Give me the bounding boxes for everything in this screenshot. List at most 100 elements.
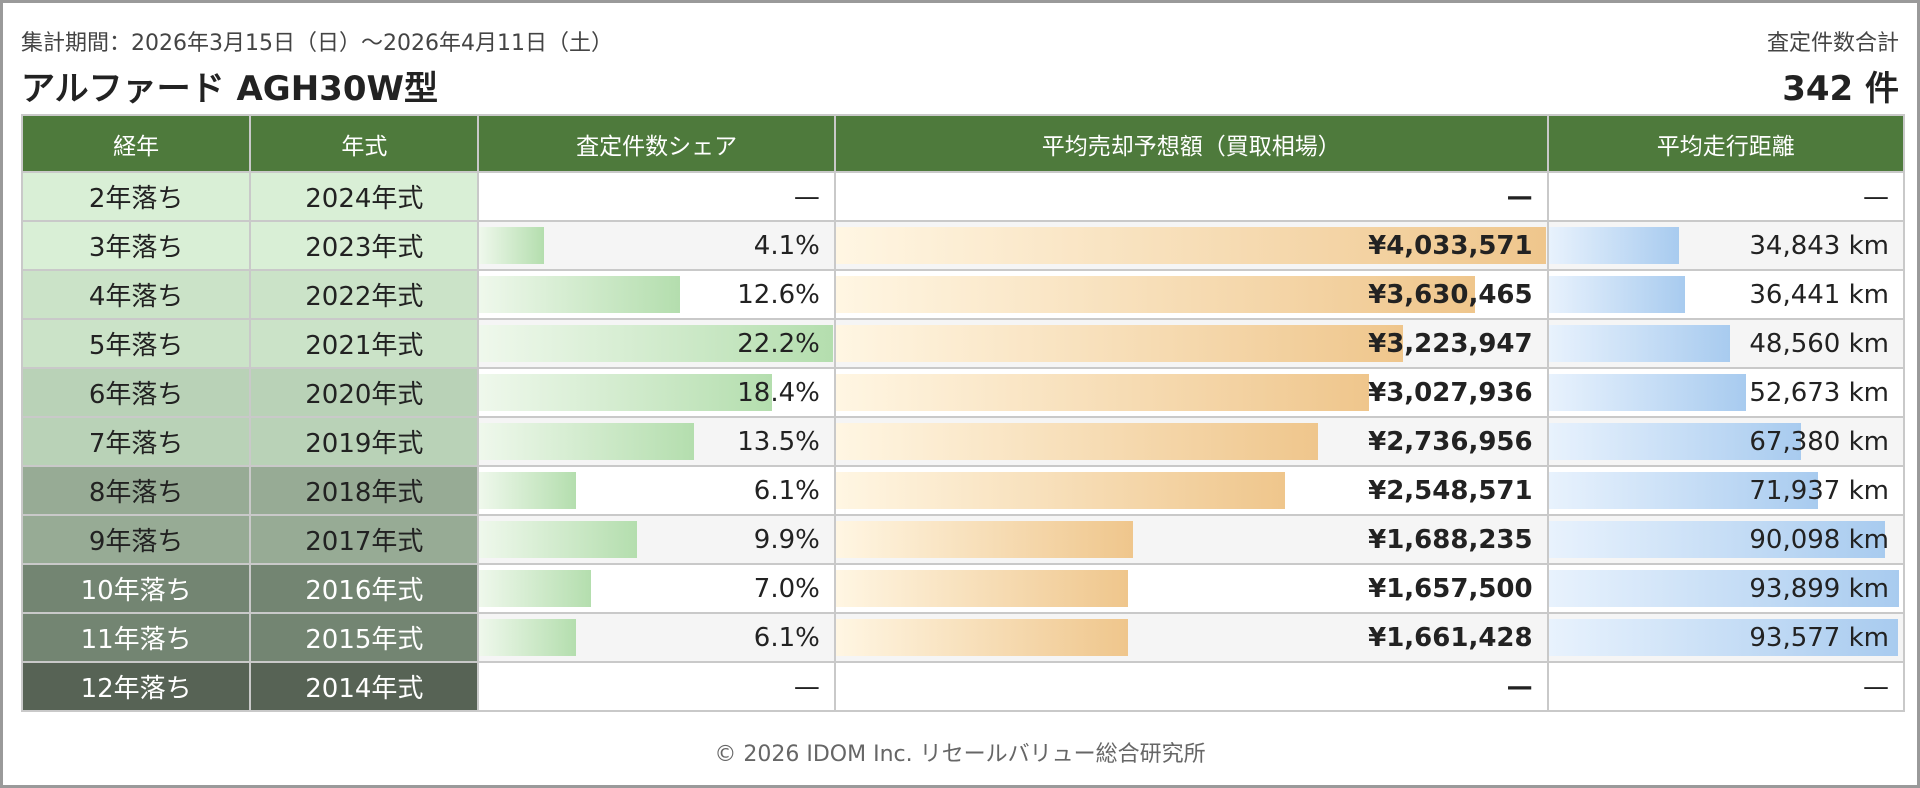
mileage-value: 48,560 km — [1749, 328, 1889, 359]
share-bar — [480, 325, 833, 362]
share-bar — [480, 423, 695, 460]
km-cell: 34,843 km — [1546, 220, 1906, 271]
share-value: — — [793, 181, 820, 212]
share-value: 7.0% — [753, 573, 820, 604]
age-cell: 8年落ち — [20, 465, 252, 516]
share-value: 4.1% — [753, 230, 820, 261]
header: 集計期間：2026年3月15日（日）～2026年4月11日（土） アルファード … — [21, 19, 1899, 109]
price-cell: ¥3,027,936 — [833, 367, 1549, 418]
age-cell: 11年落ち — [20, 612, 252, 663]
price-bar — [836, 325, 1403, 362]
mileage-bar — [1549, 276, 1685, 313]
price-bar — [836, 423, 1318, 460]
model-year-cell: 2021年式 — [249, 318, 480, 369]
column-header-share: 査定件数シェア — [477, 114, 836, 173]
mileage-bar — [1549, 521, 1885, 558]
age-cell: 12年落ち — [20, 661, 252, 712]
share-bar — [480, 619, 577, 656]
share-cell: 9.9% — [477, 514, 836, 565]
model-year-cell: 2017年式 — [249, 514, 480, 565]
price-cell: ¥3,630,465 — [833, 269, 1549, 320]
total-label: 査定件数合計 — [1766, 31, 1899, 56]
mileage-value: 34,843 km — [1749, 230, 1889, 261]
mileage-value: 67,380 km — [1749, 426, 1889, 457]
period-text: 集計期間：2026年3月15日（日）～2026年4月11日（土） — [21, 31, 613, 56]
share-cell: 22.2% — [477, 318, 836, 369]
share-value: 12.6% — [737, 279, 820, 310]
model-year-cell: 2018年式 — [249, 465, 480, 516]
price-cell: ¥2,548,571 — [833, 465, 1549, 516]
model-year-cell: 2016年式 — [249, 563, 480, 614]
age-cell: 4年落ち — [20, 269, 252, 320]
mileage-bar — [1549, 472, 1818, 509]
copyright-footer: © 2026 IDOM Inc. リセールバリュー総合研究所 — [714, 742, 1206, 767]
mileage-bar — [1549, 570, 1899, 607]
price-value: — — [1506, 671, 1533, 702]
km-cell: — — [1546, 171, 1906, 222]
model-title: アルファード AGH30W型 — [21, 69, 438, 109]
model-year-cell: 2019年式 — [249, 416, 480, 467]
km-cell: 48,560 km — [1546, 318, 1906, 369]
km-cell: 93,577 km — [1546, 612, 1906, 663]
share-value: 18.4% — [737, 377, 820, 408]
share-bar — [480, 227, 545, 264]
mileage-value: 90,098 km — [1749, 524, 1889, 555]
table-body: 2年落ち 2024年式 — — — 3年落ち 2023年式 4.1% ¥4,033,571 34,… — [20, 171, 1906, 712]
price-cell: ¥1,688,235 — [833, 514, 1549, 565]
model-year-cell: 2020年式 — [249, 367, 480, 418]
price-bar — [836, 227, 1546, 264]
model-year-cell: 2024年式 — [249, 171, 480, 222]
mileage-value: 52,673 km — [1749, 377, 1889, 408]
price-cell: — — [833, 661, 1549, 712]
age-cell: 7年落ち — [20, 416, 252, 467]
mileage-bar — [1549, 227, 1679, 264]
share-bar — [480, 276, 681, 313]
share-cell: 18.4% — [477, 367, 836, 418]
table-row: 7年落ち 2019年式 13.5% ¥2,736,956 67,380 km — [20, 416, 1906, 467]
km-cell: — — [1546, 661, 1906, 712]
age-cell: 2年落ち — [20, 171, 252, 222]
price-bar — [836, 521, 1133, 558]
mileage-value: 93,577 km — [1749, 622, 1889, 653]
table-row: 3年落ち 2023年式 4.1% ¥4,033,571 34,843 km — [20, 220, 1906, 271]
price-bar — [836, 276, 1475, 313]
price-cell: ¥2,736,956 — [833, 416, 1549, 467]
price-value: ¥4,033,571 — [1368, 230, 1533, 261]
price-value: ¥3,027,936 — [1368, 377, 1533, 408]
mileage-value: 71,937 km — [1749, 475, 1889, 506]
price-bar — [836, 570, 1128, 607]
share-cell: 13.5% — [477, 416, 836, 467]
column-header-price: 平均売却予想額（買取相場） — [833, 114, 1549, 173]
mileage-bar — [1549, 619, 1898, 656]
mileage-bar — [1549, 325, 1730, 362]
share-bar — [480, 570, 592, 607]
price-value: ¥3,223,947 — [1368, 328, 1533, 359]
share-cell: — — [477, 171, 836, 222]
table-row: 2年落ち 2024年式 — — — — [20, 171, 1906, 222]
table-header-row: 経年 年式 査定件数シェア 平均売却予想額（買取相場） 平均走行距離 — [20, 114, 1906, 173]
price-value: — — [1506, 181, 1533, 212]
model-year-cell: 2015年式 — [249, 612, 480, 663]
share-cell: 12.6% — [477, 269, 836, 320]
total-count: 342 件 — [1782, 69, 1899, 109]
share-cell: 4.1% — [477, 220, 836, 271]
age-cell: 6年落ち — [20, 367, 252, 418]
resale-table: 経年 年式 査定件数シェア 平均売却予想額（買取相場） 平均走行距離 2年落ち 2… — [20, 114, 1906, 712]
price-value: ¥3,630,465 — [1368, 279, 1533, 310]
price-value: ¥1,657,500 — [1368, 573, 1533, 604]
mileage-value: — — [1863, 671, 1889, 702]
price-bar — [836, 374, 1369, 411]
share-value: 9.9% — [753, 524, 820, 555]
price-cell: ¥4,033,571 — [833, 220, 1549, 271]
table-row: 10年落ち 2016年式 7.0% ¥1,657,500 93,899 km — [20, 563, 1906, 614]
km-cell: 93,899 km — [1546, 563, 1906, 614]
share-cell: 7.0% — [477, 563, 836, 614]
age-cell: 9年落ち — [20, 514, 252, 565]
share-value: — — [793, 671, 820, 702]
share-value: 22.2% — [737, 328, 820, 359]
share-bar — [480, 521, 638, 558]
mileage-bar — [1549, 423, 1801, 460]
table-row: 11年落ち 2015年式 6.1% ¥1,661,428 93,577 km — [20, 612, 1906, 663]
age-cell: 10年落ち — [20, 563, 252, 614]
table-row: 9年落ち 2017年式 9.9% ¥1,688,235 90,098 km — [20, 514, 1906, 565]
